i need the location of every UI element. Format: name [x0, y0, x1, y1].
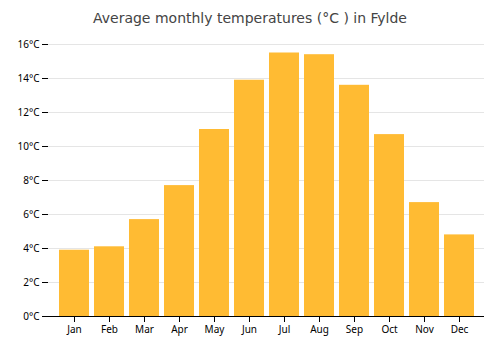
svg-text:14°C: 14°C [17, 71, 40, 85]
svg-text:16°C: 16°C [17, 37, 40, 51]
svg-text:Apr: Apr [171, 322, 188, 336]
svg-text:Oct: Oct [381, 322, 398, 336]
svg-text:Feb: Feb [101, 322, 118, 336]
svg-text:0°C: 0°C [23, 309, 40, 323]
svg-text:Dec: Dec [451, 322, 469, 336]
svg-text:Nov: Nov [415, 322, 434, 336]
html-text:Average monthly temperatures (: Average monthly temperatures (°C ) in Fy… [93, 10, 407, 26]
svg-text:8°C: 8°C [23, 173, 40, 187]
svg-text:May: May [205, 322, 226, 336]
svg-text:2°C: 2°C [23, 275, 40, 289]
svg-text:Aug: Aug [310, 322, 329, 336]
svg-text:Jul: Jul [278, 322, 291, 336]
svg-text:Jun: Jun [241, 322, 257, 336]
svg-text:Sep: Sep [346, 322, 363, 336]
svg-text:Jan: Jan [66, 322, 82, 336]
svg-text:4°C: 4°C [23, 241, 40, 255]
svg-text:Mar: Mar [135, 322, 154, 336]
svg-text:12°C: 12°C [17, 105, 40, 119]
svg-text:6°C: 6°C [23, 207, 40, 221]
svg-text:10°C: 10°C [17, 139, 40, 153]
